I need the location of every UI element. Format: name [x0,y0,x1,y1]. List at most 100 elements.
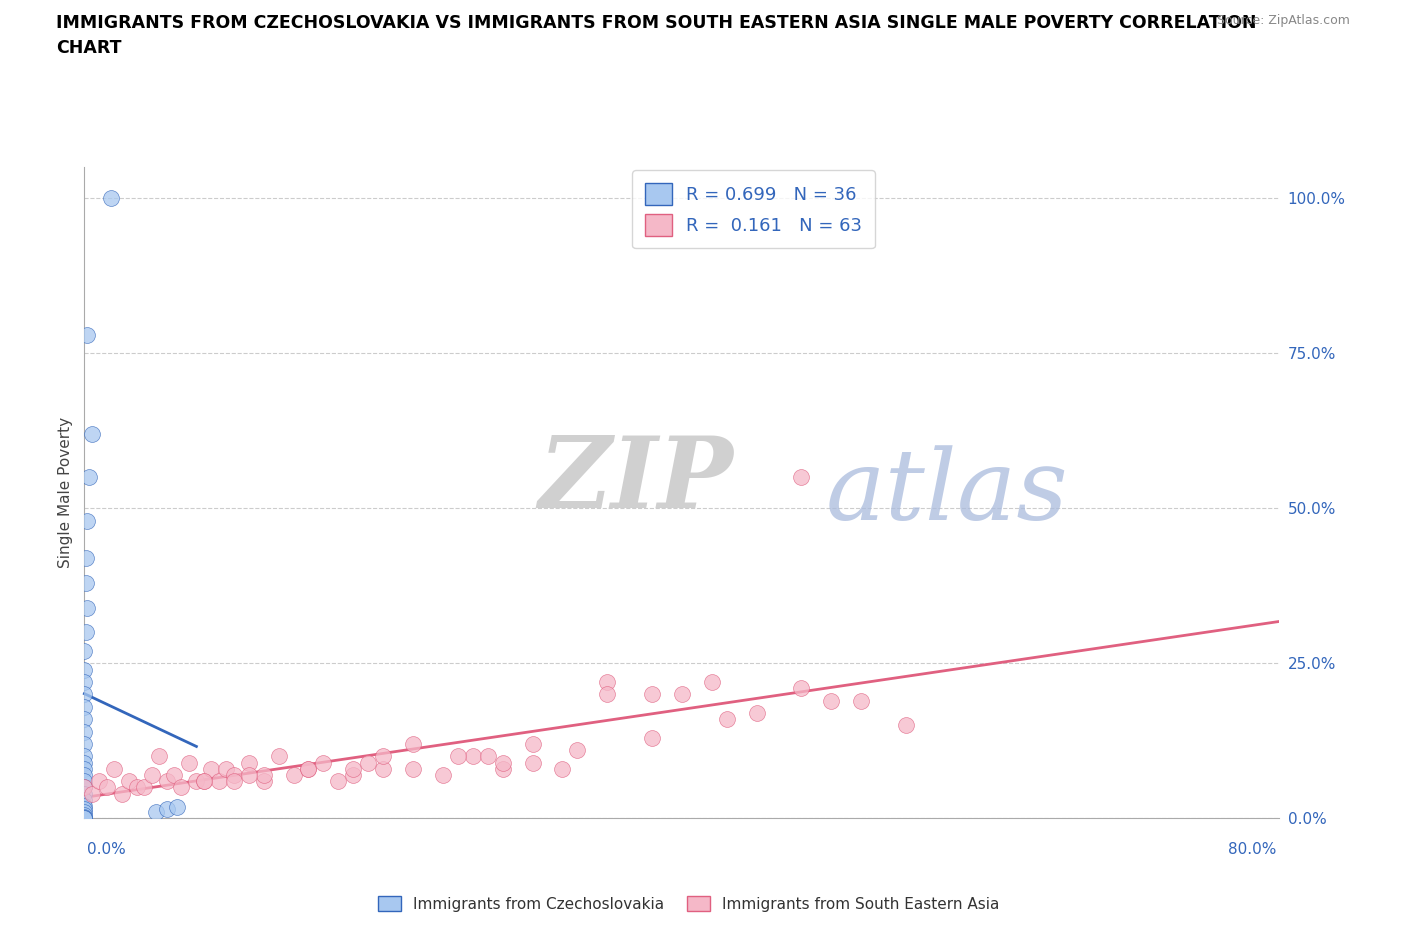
Point [166,800,188,815]
Point [155,802,177,817]
Point [76,327,98,342]
Point [567,743,589,758]
Point [253,774,276,789]
Point [671,687,693,702]
Point [193,774,215,789]
Point [73,724,96,739]
Point [522,737,544,751]
Point [73,674,96,689]
Text: ZIP: ZIP [538,432,734,528]
Text: CHART: CHART [56,39,122,57]
Point [373,749,395,764]
Point [75,576,97,591]
Point [745,706,768,721]
Point [73,780,96,795]
Point [73,811,96,826]
Point [73,711,96,726]
Point [208,774,231,789]
Point [80,786,103,801]
Point [215,762,238,777]
Point [118,774,141,789]
Point [312,755,335,770]
Point [238,755,260,770]
Point [222,767,245,782]
Point [267,749,290,764]
Point [76,600,98,615]
Point [73,808,96,823]
Point [73,749,96,764]
Point [297,762,319,777]
Point [73,792,96,807]
Point [186,774,208,789]
Point [447,749,470,764]
Legend: R = 0.699   N = 36, R =  0.161   N = 63: R = 0.699 N = 36, R = 0.161 N = 63 [633,170,875,248]
Point [402,762,425,777]
Point [73,810,96,825]
Point [283,767,305,782]
Point [75,625,97,640]
Point [790,470,813,485]
Point [200,762,222,777]
Point [73,799,96,814]
Point [222,774,245,789]
Point [73,809,96,824]
Text: IMMIGRANTS FROM CZECHOSLOVAKIA VS IMMIGRANTS FROM SOUTH EASTERN ASIA SINGLE MALE: IMMIGRANTS FROM CZECHOSLOVAKIA VS IMMIGR… [56,14,1257,32]
Point [477,749,499,764]
Text: 0.0%: 0.0% [87,842,127,857]
Point [342,762,364,777]
Point [73,762,96,777]
Point [163,767,186,782]
Point [253,767,276,782]
Point [461,749,484,764]
Point [73,802,96,817]
Point [170,780,193,795]
Point [141,767,163,782]
Point [851,693,873,708]
Point [145,804,167,819]
Point [177,755,200,770]
Point [716,711,738,726]
Text: atlas: atlas [825,445,1069,540]
Point [80,427,103,442]
Point [402,737,425,751]
Point [790,681,813,696]
Point [193,774,215,789]
Point [342,767,364,782]
Point [155,774,177,789]
Point [100,191,122,206]
Point [77,470,100,485]
Point [894,718,917,733]
Point [73,780,96,795]
Point [73,767,96,782]
Point [148,749,170,764]
Legend: Immigrants from Czechoslovakia, Immigrants from South Eastern Asia: Immigrants from Czechoslovakia, Immigran… [373,889,1005,918]
Point [820,693,842,708]
Point [73,644,96,658]
Point [522,755,544,770]
Point [73,811,96,826]
Point [125,780,148,795]
Point [373,762,395,777]
Point [432,767,454,782]
Point [103,762,125,777]
Point [76,513,98,528]
Text: Source: ZipAtlas.com: Source: ZipAtlas.com [1216,14,1350,27]
Point [89,774,111,789]
Point [96,780,118,795]
Point [357,755,380,770]
Point [596,674,619,689]
Point [492,762,515,777]
Point [75,551,97,565]
Point [238,767,260,782]
Point [700,674,723,689]
Point [132,780,156,795]
Point [596,687,619,702]
Point [73,737,96,751]
Point [73,774,96,789]
Point [73,804,96,819]
Point [641,730,664,745]
Point [73,687,96,702]
Point [297,762,319,777]
Point [328,774,350,789]
Point [111,786,134,801]
